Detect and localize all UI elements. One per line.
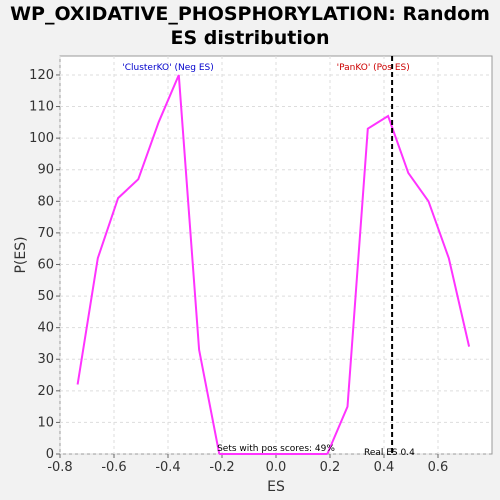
pos-es-annotation: 'PanKO' (Pos ES): [337, 63, 410, 73]
y-axis: 0 10 20 30 40 50 60 70 80 90 100 110 120: [29, 68, 60, 462]
x-axis-label: ES: [267, 479, 285, 495]
neg-es-annotation: 'ClusterKO' (Neg ES): [122, 63, 214, 73]
y-tick-label: 50: [37, 289, 54, 304]
y-tick-label: 90: [37, 163, 54, 178]
x-tick-label: 0.0: [266, 460, 287, 475]
y-tick-label: 10: [37, 415, 54, 430]
x-tick-label: -0.6: [101, 460, 126, 475]
x-tick-label: -0.8: [47, 460, 72, 475]
chart-title-line-1: WP_OXIDATIVE_PHOSPHORYLATION: Random: [10, 3, 490, 25]
x-tick-label: 0.6: [428, 460, 449, 475]
chart-title-line-2: ES distribution: [170, 27, 330, 49]
y-tick-label: 110: [29, 100, 54, 115]
distribution-line: [326, 114, 471, 455]
real-es-annotation: Real ES 0.4: [364, 448, 415, 458]
chart-title: WP_OXIDATIVE_PHOSPHORYLATION: Random ES …: [0, 2, 500, 50]
pos-scores-annotation: Sets with pos scores: 49%: [217, 444, 335, 454]
x-tick-label: 0.4: [374, 460, 395, 475]
y-tick-label: 30: [37, 352, 54, 367]
x-tick-label: -0.2: [209, 460, 234, 475]
y-axis-label: P(ES): [13, 236, 29, 273]
y-tick-label: 100: [29, 131, 54, 146]
x-tick-label: 0.2: [320, 460, 341, 475]
y-tick-label: 80: [37, 194, 54, 209]
y-tick-label: 120: [29, 68, 54, 83]
y-tick-label: 20: [37, 384, 54, 399]
y-tick-label: 60: [37, 257, 54, 272]
grid: [59, 56, 492, 455]
distribution-line: [76, 74, 221, 455]
x-tick-label: -0.4: [155, 460, 180, 475]
y-tick-label: 40: [37, 321, 54, 336]
x-axis: -0.8 -0.6 -0.4 -0.2 0.0 0.2 0.4 0.6: [47, 454, 448, 475]
y-tick-label: 70: [37, 226, 54, 241]
y-tick-label: 0: [46, 447, 54, 462]
series-group: [76, 74, 471, 455]
